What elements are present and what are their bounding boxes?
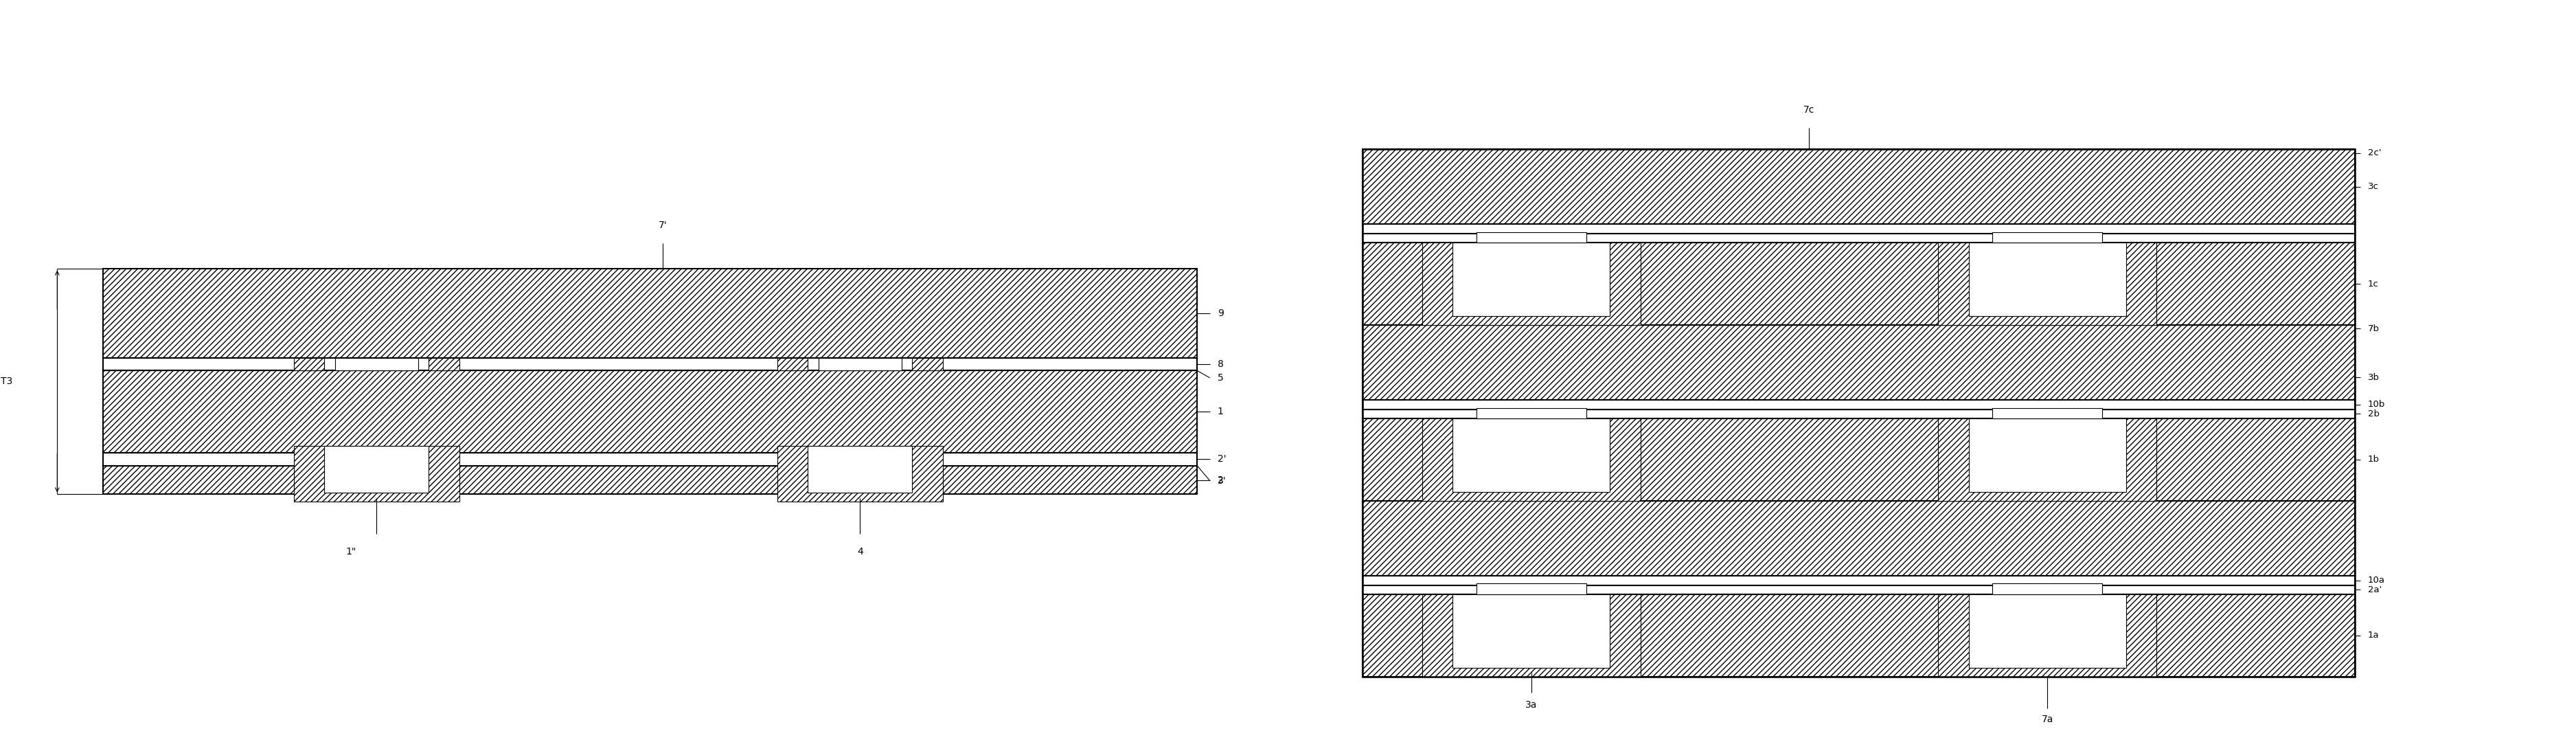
- Text: 7': 7': [659, 221, 667, 230]
- Bar: [1476, 584, 1587, 594]
- Bar: [1991, 584, 2102, 594]
- Text: 7a: 7a: [2040, 714, 2053, 724]
- Bar: [1476, 232, 1587, 243]
- Bar: [103, 370, 1198, 453]
- Bar: [428, 358, 459, 370]
- Bar: [1363, 325, 2354, 400]
- Text: 3': 3': [1218, 476, 1226, 486]
- Bar: [1968, 243, 2125, 316]
- Bar: [1363, 243, 2354, 325]
- Bar: [325, 445, 428, 493]
- Text: 9: 9: [1218, 308, 1224, 318]
- Bar: [778, 445, 943, 502]
- Bar: [1968, 594, 2125, 668]
- Bar: [1363, 585, 2354, 594]
- Bar: [1937, 243, 2156, 325]
- Bar: [103, 466, 1198, 494]
- Text: 1c: 1c: [2367, 279, 2378, 288]
- Text: 2: 2: [1218, 475, 1224, 485]
- Bar: [1968, 418, 2125, 492]
- Bar: [1363, 418, 2354, 501]
- Bar: [778, 358, 809, 370]
- Text: 1b: 1b: [2367, 455, 2380, 464]
- Bar: [1422, 594, 1641, 677]
- Bar: [1363, 576, 2354, 585]
- Bar: [103, 268, 1198, 358]
- Bar: [1991, 232, 2102, 243]
- Text: 8: 8: [1218, 359, 1224, 369]
- Bar: [1363, 400, 2354, 409]
- Bar: [1453, 594, 1610, 668]
- Bar: [335, 358, 417, 370]
- Bar: [1937, 418, 2156, 501]
- Bar: [1363, 409, 2354, 418]
- Bar: [809, 445, 912, 493]
- Text: 5: 5: [1218, 373, 1224, 383]
- Bar: [1363, 149, 2354, 677]
- Text: 2a': 2a': [2367, 585, 2383, 594]
- Bar: [819, 358, 902, 370]
- Bar: [103, 453, 1198, 466]
- Bar: [1422, 243, 1641, 325]
- Bar: [1363, 149, 2354, 225]
- Bar: [1363, 501, 2354, 576]
- Bar: [1363, 233, 2354, 243]
- Text: 1a: 1a: [2367, 631, 2380, 640]
- Text: 7b: 7b: [2367, 324, 2380, 333]
- Text: 4: 4: [858, 547, 863, 556]
- Text: 2': 2': [1218, 454, 1226, 464]
- Text: 1": 1": [345, 547, 355, 556]
- Bar: [1453, 418, 1610, 492]
- Bar: [294, 445, 459, 502]
- Bar: [1453, 243, 1610, 316]
- Text: 1: 1: [1218, 407, 1224, 416]
- Bar: [1363, 225, 2354, 233]
- Text: T3: T3: [0, 377, 13, 386]
- Text: 10a: 10a: [2367, 576, 2385, 585]
- Text: 3c: 3c: [2367, 182, 2378, 191]
- Text: 3b: 3b: [2367, 373, 2380, 382]
- Bar: [1422, 418, 1641, 501]
- Bar: [103, 358, 1198, 370]
- Bar: [103, 358, 1198, 370]
- Bar: [1363, 594, 2354, 677]
- Bar: [294, 358, 325, 370]
- Text: 2b: 2b: [2367, 410, 2380, 418]
- Bar: [912, 358, 943, 370]
- Text: 10b: 10b: [2367, 400, 2385, 409]
- Bar: [1991, 408, 2102, 418]
- Text: 3a: 3a: [1525, 701, 1538, 710]
- Text: 2c': 2c': [2367, 149, 2380, 157]
- Bar: [1476, 408, 1587, 418]
- Text: 7c: 7c: [1803, 105, 1814, 114]
- Bar: [1937, 594, 2156, 677]
